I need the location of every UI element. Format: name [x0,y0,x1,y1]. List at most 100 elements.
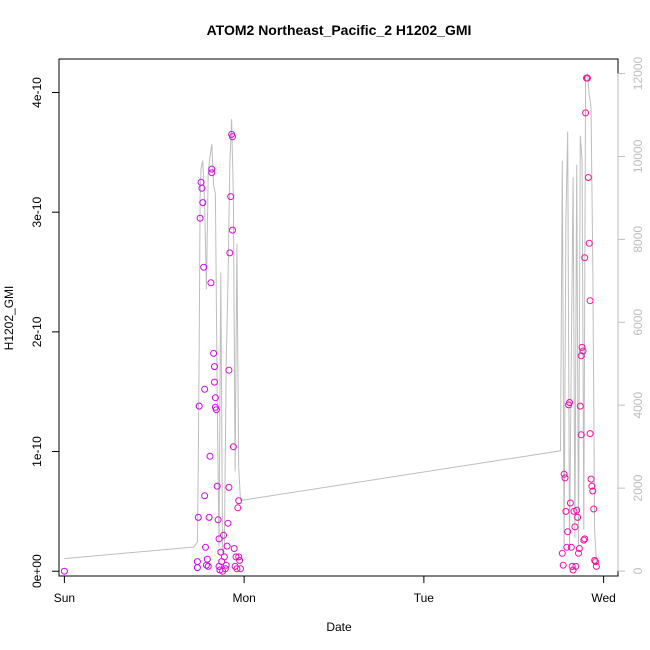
data-point [225,483,233,491]
data-point [223,542,231,550]
data-point [200,263,208,271]
data-point [236,556,244,564]
data-point [203,555,211,563]
data-point [207,279,215,287]
data-point [582,109,590,117]
data-point [224,519,232,527]
data-point [201,492,209,500]
data-point [583,74,591,82]
data-point [235,553,243,561]
data-point [575,549,582,557]
data-point [227,193,235,201]
data-point-layer [60,74,600,575]
data-point [193,564,201,572]
data-point [194,513,202,521]
y-right-tick-label: 8000 [631,226,645,253]
data-point [201,385,209,393]
data-point [213,482,221,490]
data-point [571,523,579,531]
data-point [574,513,582,521]
data-point [214,516,222,524]
data-point [206,452,214,460]
data-point [229,443,237,451]
x-axis: Sun Mon Tue Wed [54,575,616,605]
data-point [588,482,596,490]
data-point [199,199,207,207]
y-tick-label: 1e-10 [30,436,44,467]
y-axis-label: H1202_GMI [2,286,16,351]
data-point [576,402,584,410]
data-point [563,543,571,551]
data-point [229,133,236,141]
data-point [578,343,586,351]
data-point [237,565,244,573]
data-point [229,226,236,234]
data-point [208,169,216,177]
data-point [572,562,580,570]
data-point [235,497,243,505]
data-point [577,352,585,360]
data-point [198,184,206,192]
data-point [560,470,568,478]
data-point [212,406,220,414]
data-point [193,558,201,566]
data-point [233,565,241,573]
x-tick-label: Wed [591,591,615,605]
data-point [226,249,234,257]
x-tick-label: Mon [232,591,255,605]
y-right-tick-label: 0 [631,567,645,574]
data-point [586,430,594,438]
data-point [575,545,583,552]
data-point [566,499,574,507]
data-point [587,475,595,483]
data-point [230,545,238,552]
data-point [195,402,203,410]
data-point [232,553,240,561]
y-right-tick-label: 10000 [631,139,645,173]
chart-title: ATOM2 Northeast_Pacific_2 H1202_GMI [207,22,472,38]
data-point [559,561,567,569]
data-point [584,174,592,181]
data-point [592,558,599,566]
data-point [589,487,597,495]
data-point [566,399,573,406]
data-point [60,567,68,575]
y-axis: 0e+00 1e-10 2e-10 3e-10 4e-10 [30,77,60,588]
y-tick-label: 0e+00 [30,554,44,588]
x-axis-label: Date [326,620,352,634]
data-point [211,394,219,402]
data-point [579,347,587,355]
data-point [211,378,218,386]
data-point [205,513,213,521]
y-right-tick-label: 6000 [631,309,645,336]
data-point [586,297,594,305]
data-point [561,474,569,482]
data-point [585,239,593,247]
y-axis-right: 0 2000 4000 6000 8000 10000 12000 [617,56,645,574]
y-tick-label: 3e-10 [30,197,44,228]
data-point [196,214,204,222]
data-point [220,553,228,561]
data-point [217,548,225,556]
data-point [215,535,223,543]
data-point [234,504,242,512]
data-point [210,349,218,357]
x-tick-label: Sun [54,591,75,605]
data-point [581,254,589,262]
x-tick-label: Tue [414,591,435,605]
data-point [220,531,227,539]
altitude-line [64,73,597,563]
y-right-tick-label: 2000 [631,474,645,501]
y-right-tick-label: 12000 [631,56,645,90]
y-tick-label: 4e-10 [30,77,44,108]
data-point [562,507,570,515]
data-point [225,366,233,374]
plot-frame [58,58,619,577]
data-point [581,535,589,543]
data-point [564,528,572,536]
data-point [558,549,566,557]
data-point [204,562,212,570]
y-tick-label: 2e-10 [30,316,44,347]
data-point [221,565,229,573]
